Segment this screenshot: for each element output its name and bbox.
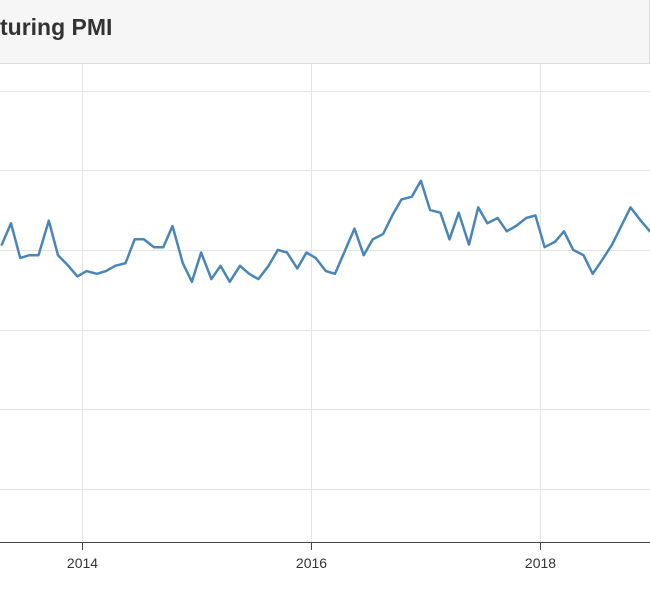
series-line-0: [0, 179, 650, 284]
chart-area: 2014 2016 2018: [0, 64, 650, 600]
x-tick-label: 2014: [67, 555, 98, 571]
x-tick-label: 2018: [525, 555, 556, 571]
line-chart: 2014 2016 2018: [0, 64, 650, 571]
chart-header: turing PMI: [0, 0, 650, 64]
chart-title: turing PMI: [0, 14, 113, 40]
x-tick-label: 2016: [296, 555, 327, 571]
